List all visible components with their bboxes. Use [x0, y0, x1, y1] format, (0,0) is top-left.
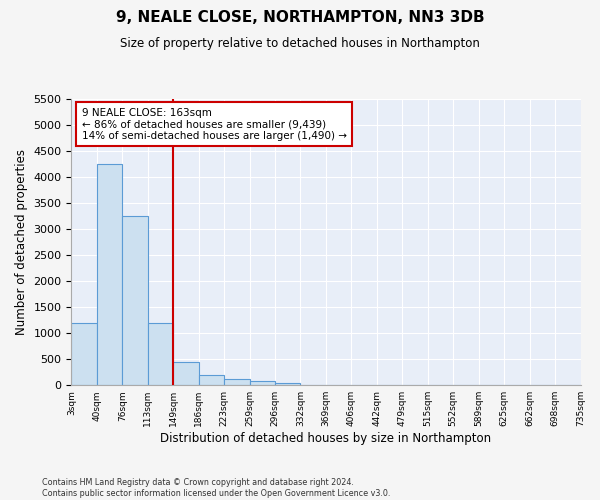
Y-axis label: Number of detached properties: Number of detached properties	[15, 149, 28, 335]
Bar	[122, 216, 148, 385]
Bar	[148, 323, 173, 385]
Bar	[250, 382, 275, 385]
Bar	[224, 379, 250, 385]
Bar	[173, 362, 199, 385]
Bar	[71, 323, 97, 385]
Text: 9 NEALE CLOSE: 163sqm
← 86% of detached houses are smaller (9,439)
14% of semi-d: 9 NEALE CLOSE: 163sqm ← 86% of detached …	[82, 108, 347, 141]
Bar	[275, 382, 301, 385]
Text: Contains HM Land Registry data © Crown copyright and database right 2024.
Contai: Contains HM Land Registry data © Crown c…	[42, 478, 391, 498]
Bar	[199, 375, 224, 385]
X-axis label: Distribution of detached houses by size in Northampton: Distribution of detached houses by size …	[160, 432, 491, 445]
Text: 9, NEALE CLOSE, NORTHAMPTON, NN3 3DB: 9, NEALE CLOSE, NORTHAMPTON, NN3 3DB	[116, 10, 484, 25]
Text: Size of property relative to detached houses in Northampton: Size of property relative to detached ho…	[120, 38, 480, 51]
Bar	[97, 164, 122, 385]
